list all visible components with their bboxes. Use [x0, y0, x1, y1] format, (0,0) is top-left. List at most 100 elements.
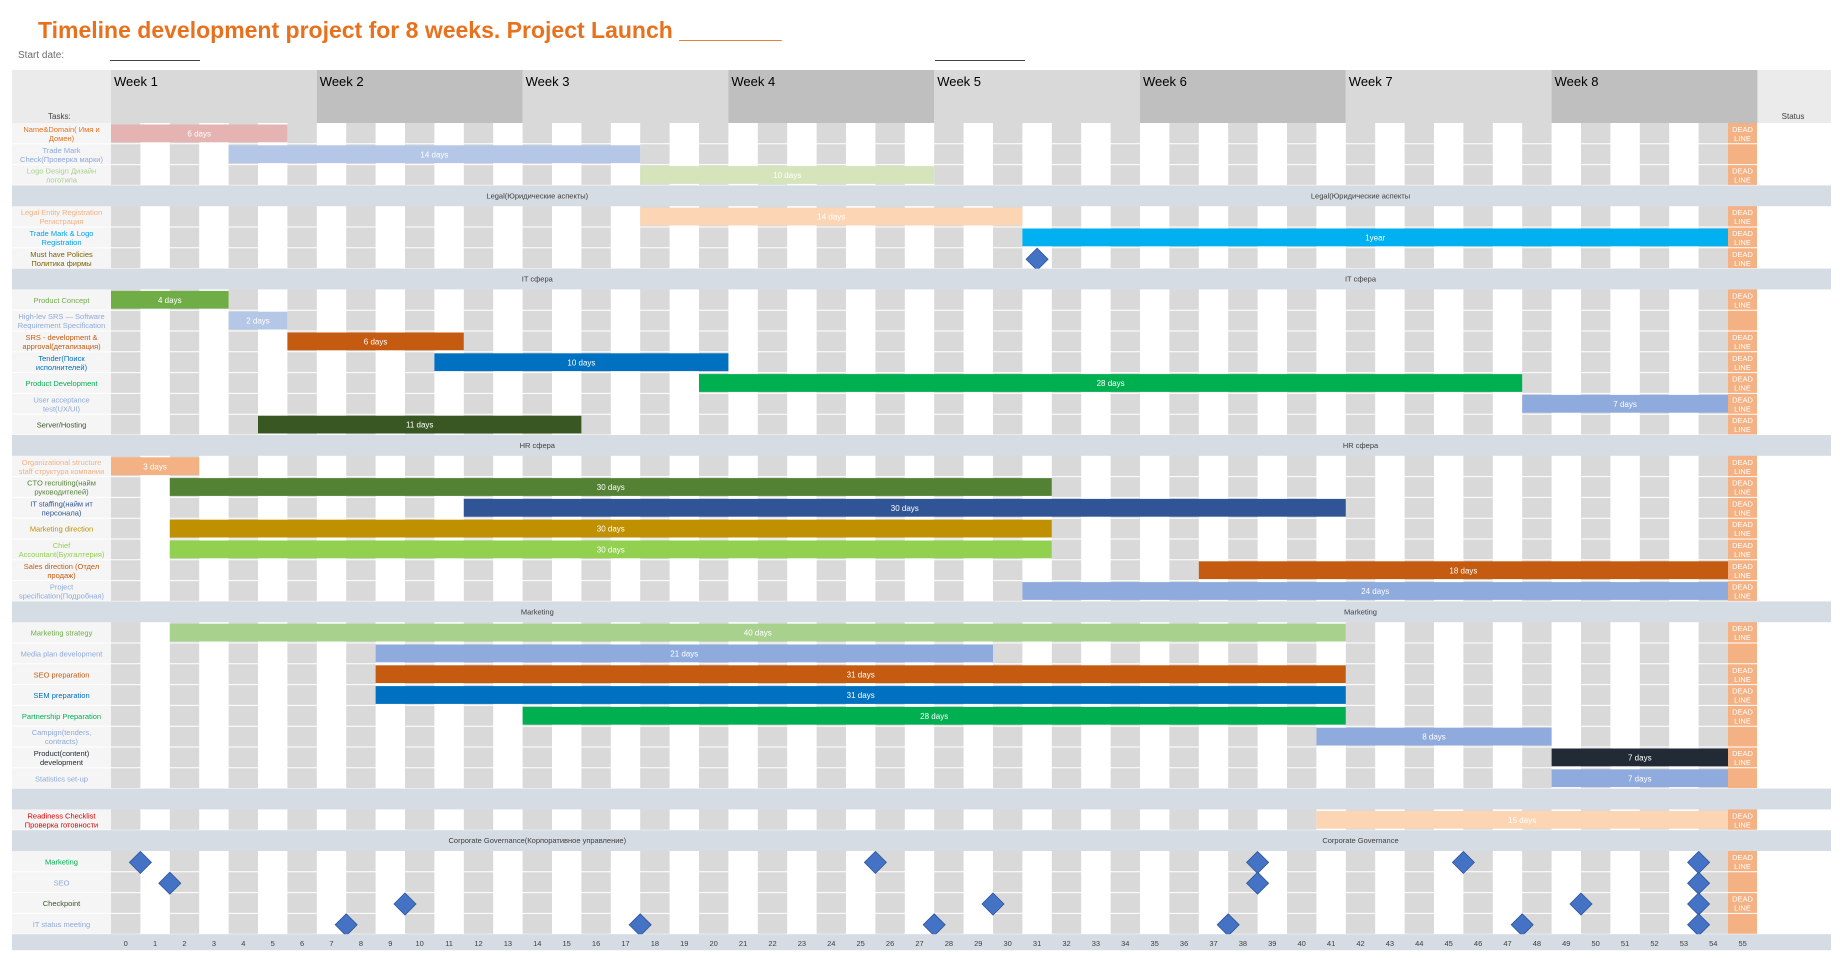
task-bar	[1316, 810, 1728, 829]
task-label: SRS - development &	[25, 333, 97, 342]
task-label: Trade Mark	[42, 146, 80, 155]
deadline-marker: LINE	[1734, 633, 1751, 642]
task-label: Requirement Specification	[18, 321, 106, 330]
day-number: 17	[621, 939, 629, 948]
task-label: Readiness Checklist	[28, 811, 97, 820]
section-label: IT сфера	[1345, 275, 1377, 284]
section-label: Corporate Governance	[1322, 836, 1398, 845]
deadline-marker: LINE	[1734, 134, 1751, 143]
task-label: Must have Policies	[30, 250, 93, 259]
task-label: исполнителей)	[36, 363, 88, 372]
milestone-diamond	[1569, 892, 1593, 916]
task-bar-label: 7 days	[1628, 754, 1652, 763]
task-bar-label: 6 days	[364, 338, 388, 347]
task-label: Campign(tenders,	[32, 728, 92, 737]
section-label: HR сфера	[520, 441, 556, 450]
page-title: Timeline development project for 8 weeks…	[38, 17, 782, 43]
deadline-marker: LINE	[1734, 904, 1751, 913]
task-bar	[1198, 561, 1728, 580]
task-label: Registration	[41, 238, 81, 247]
day-number: 25	[857, 939, 865, 948]
week-header-label: Week 4	[731, 74, 775, 89]
day-number: 32	[1062, 939, 1070, 948]
day-number: 15	[563, 939, 571, 948]
task-label: approval(детализация)	[22, 342, 101, 351]
deadline-marker: LINE	[1734, 571, 1751, 580]
deadline-marker: LINE	[1734, 488, 1751, 497]
task-bar	[1551, 769, 1728, 788]
day-number: 20	[710, 939, 718, 948]
day-number: 12	[474, 939, 482, 948]
deadline-marker: LINE	[1734, 592, 1751, 601]
task-bar	[522, 706, 1346, 725]
deadline-marker: DEAD	[1732, 624, 1753, 633]
task-bar	[434, 353, 729, 372]
task-label: Server/Hosting	[37, 421, 87, 430]
week-header-block	[1345, 70, 1552, 123]
task-bar	[1316, 727, 1552, 746]
day-number: 23	[798, 939, 806, 948]
deadline-marker: LINE	[1734, 238, 1751, 247]
task-label: Product Concept	[34, 296, 91, 305]
task-label: Trade Mark & Logo	[30, 229, 94, 238]
deadline-marker: LINE	[1734, 716, 1751, 725]
task-bar	[1522, 394, 1728, 413]
milestone-diamond	[863, 850, 887, 874]
deadline-marker: LINE	[1734, 404, 1751, 413]
task-bar	[169, 478, 1052, 496]
task-bar-label: 30 days	[891, 504, 919, 513]
milestone-diamond	[1246, 871, 1270, 895]
week-header-label: Week 6	[1143, 74, 1187, 89]
deadline-marker: DEAD	[1732, 707, 1753, 716]
task-bar	[287, 332, 464, 351]
tasks-header: Tasks:	[48, 112, 71, 121]
day-number: 3	[212, 939, 216, 948]
day-number: 1	[153, 939, 157, 948]
day-number: 45	[1445, 939, 1453, 948]
section-band	[12, 830, 1831, 851]
day-number: 38	[1239, 939, 1247, 948]
task-bar-label: 18 days	[1449, 566, 1477, 575]
task-bar	[258, 415, 582, 434]
task-bar	[228, 311, 288, 330]
task-label: Marketing direction	[30, 525, 93, 534]
task-label: логотипа	[46, 176, 78, 185]
week-header-block	[1140, 70, 1346, 123]
task-label: Sales direction (Отдел	[24, 562, 99, 571]
task-label: SEO preparation	[34, 670, 90, 679]
deadline-marker: DEAD	[1732, 479, 1753, 488]
deadline-marker: LINE	[1734, 425, 1751, 434]
task-label: Legal Entity Registration	[21, 208, 102, 217]
deadline-marker: DEAD	[1732, 291, 1753, 300]
deadline-marker: LINE	[1734, 862, 1751, 871]
task-bar	[228, 145, 641, 164]
day-number: 37	[1209, 939, 1217, 948]
task-bar	[375, 644, 994, 663]
day-number: 10	[416, 939, 424, 948]
deadline-marker: DEAD	[1732, 895, 1753, 904]
deadline-marker: LINE	[1734, 363, 1751, 372]
day-number: 54	[1709, 939, 1717, 948]
week-header-block	[728, 70, 935, 123]
task-label: Домен)	[49, 134, 75, 143]
deadline-marker: DEAD	[1732, 749, 1753, 758]
task-label: SEM preparation	[33, 691, 89, 700]
task-label: Project	[50, 583, 74, 592]
task-label: High-lev SRS — Software	[18, 312, 104, 321]
section-label: Corporate Governance(Корпоративное управ…	[448, 836, 626, 845]
task-bar-label: 30 days	[597, 546, 625, 555]
milestone-diamond	[128, 850, 152, 874]
deadline-marker: DEAD	[1732, 458, 1753, 467]
deadline-marker: DEAD	[1732, 811, 1753, 820]
day-number: 33	[1092, 939, 1100, 948]
task-bar	[111, 124, 288, 143]
task-bar	[169, 623, 1346, 642]
launch-date-underline	[935, 60, 1025, 61]
task-bar	[375, 665, 1346, 684]
day-number: 19	[680, 939, 688, 948]
task-bar	[640, 166, 935, 184]
day-number: 16	[592, 939, 600, 948]
milestone-diamond	[1451, 850, 1475, 874]
week-header-block	[934, 70, 1140, 123]
deadline-marker: LINE	[1734, 217, 1751, 226]
